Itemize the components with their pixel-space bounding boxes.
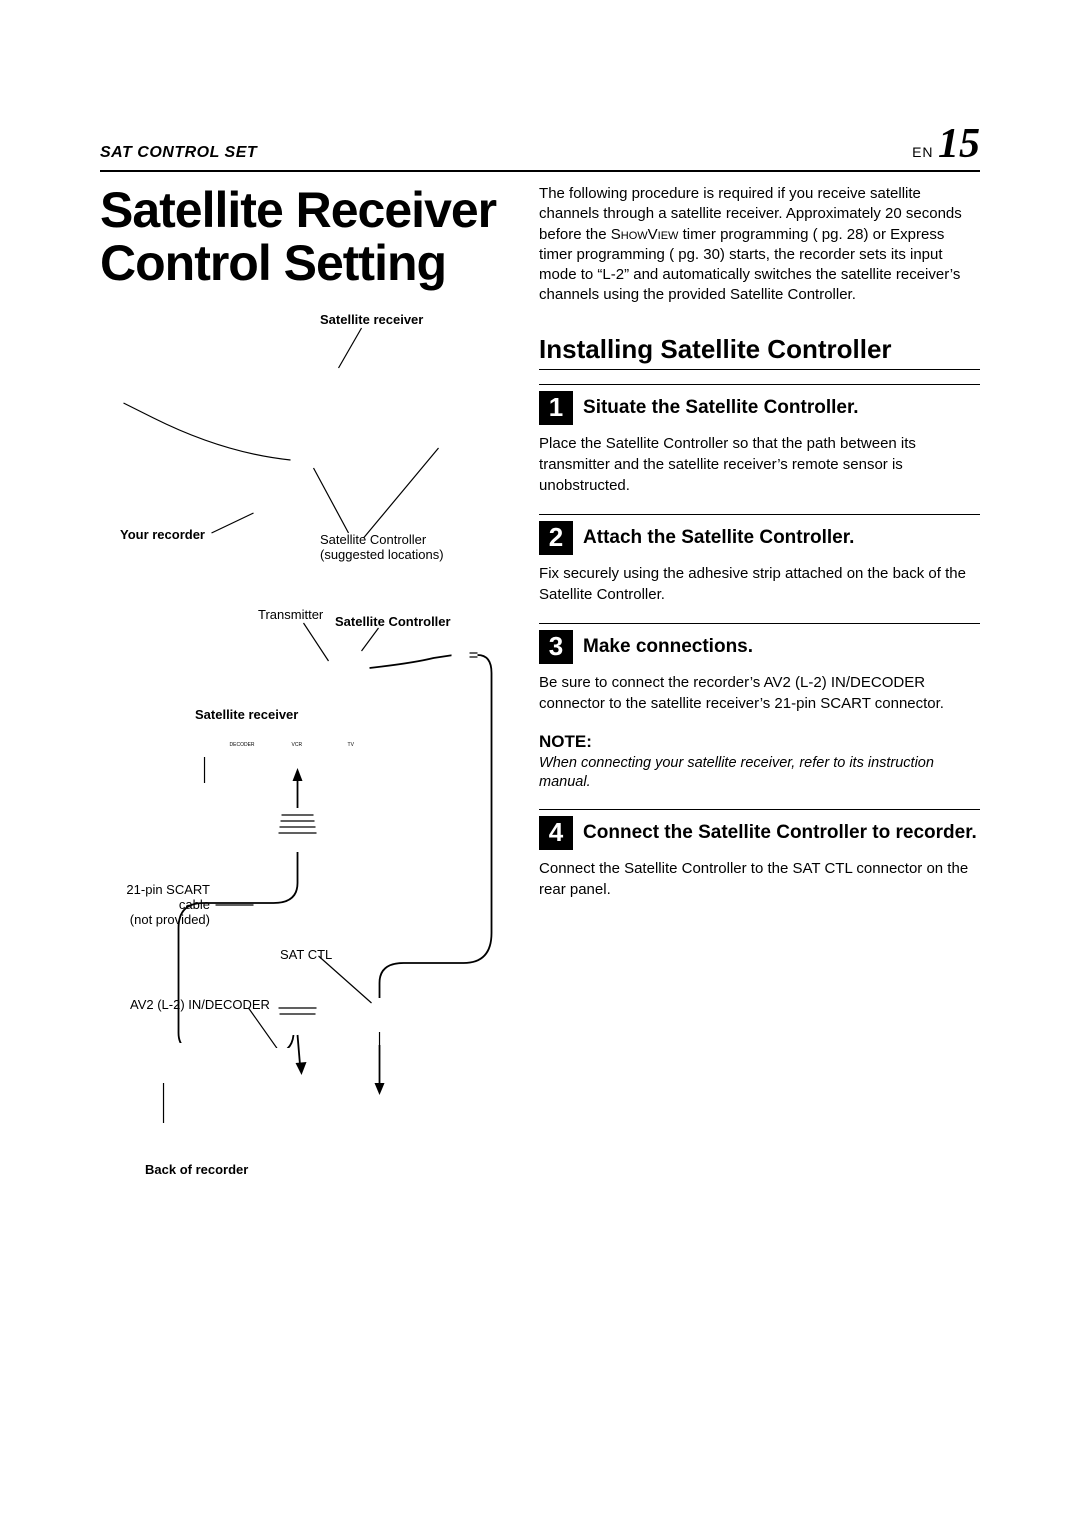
port-vcr: VCR [292, 742, 303, 748]
step-3-num: 3 [539, 630, 573, 664]
lang-code: EN [912, 144, 933, 160]
label-sat-ctl: SAT CTL [280, 948, 332, 962]
note-label: NOTE: [539, 732, 980, 752]
note-block: NOTE: When connecting your satellite rec… [539, 732, 980, 793]
step-1-title: Situate the Satellite Controller. [583, 397, 859, 419]
diagram-placement: Satellite receiver Your recorder Satelli… [100, 313, 507, 593]
page-header: SAT CONTROL SET EN 15 [100, 120, 980, 172]
step-2-body: Fix securely using the adhesive strip at… [539, 563, 980, 605]
subheading: Installing Satellite Controller [539, 334, 980, 370]
label-sat-ctrl-sugg1: Satellite Controller [320, 533, 426, 547]
page-num-value: 15 [938, 121, 980, 167]
port-decoder: DECODER [230, 742, 255, 748]
label-sat-receiver-bold: Satellite receiver [195, 708, 298, 722]
step-1-body: Place the Satellite Controller so that t… [539, 433, 980, 496]
step-3: 3 Make connections. Be sure to connect t… [539, 623, 980, 714]
step-1: 1 Situate the Satellite Controller. Plac… [539, 384, 980, 496]
step-4-title: Connect the Satellite Controller to reco… [583, 822, 977, 844]
port-tv: TV [348, 742, 355, 748]
right-column: The following procedure is required if y… [539, 184, 980, 1223]
left-column: Satellite Receiver Control Setting Satel… [100, 184, 507, 1223]
intro-showview: ShowView [611, 226, 679, 243]
section-label: SAT CONTROL SET [100, 144, 257, 162]
step-4-num: 4 [539, 816, 573, 850]
step-1-num: 1 [539, 391, 573, 425]
page-title: Satellite Receiver Control Setting [100, 184, 507, 289]
note-body: When connecting your satellite receiver,… [539, 754, 980, 793]
step-2-num: 2 [539, 521, 573, 555]
label-sat-receiver-top: Satellite receiver [320, 313, 423, 327]
content-columns: Satellite Receiver Control Setting Satel… [100, 184, 980, 1223]
page-number: EN 15 [912, 120, 980, 168]
label-scart-3: (not provided) [100, 913, 210, 927]
diagram-connections: Transmitter Satellite Controller Satelli… [100, 603, 507, 1223]
label-sat-ctrl-sugg2: (suggested locations) [320, 548, 444, 562]
placement-svg [100, 313, 507, 593]
label-av2: AV2 (L-2) IN/DECODER [130, 998, 270, 1012]
step-4: 4 Connect the Satellite Controller to re… [539, 809, 980, 900]
label-scart-2: cable [100, 898, 210, 912]
step-2-title: Attach the Satellite Controller. [583, 527, 854, 549]
step-4-body: Connect the Satellite Controller to the … [539, 858, 980, 900]
intro-text: The following procedure is required if y… [539, 184, 980, 306]
label-sat-ctrl-bold: Satellite Controller [335, 615, 451, 629]
label-transmitter: Transmitter [258, 608, 323, 622]
label-scart-1: 21-pin SCART [100, 883, 210, 897]
step-3-body: Be sure to connect the recorder’s AV2 (L… [539, 672, 980, 714]
label-back-of-recorder: Back of recorder [145, 1163, 248, 1177]
step-3-title: Make connections. [583, 636, 753, 658]
label-your-recorder: Your recorder [100, 528, 205, 542]
step-2: 2 Attach the Satellite Controller. Fix s… [539, 514, 980, 605]
